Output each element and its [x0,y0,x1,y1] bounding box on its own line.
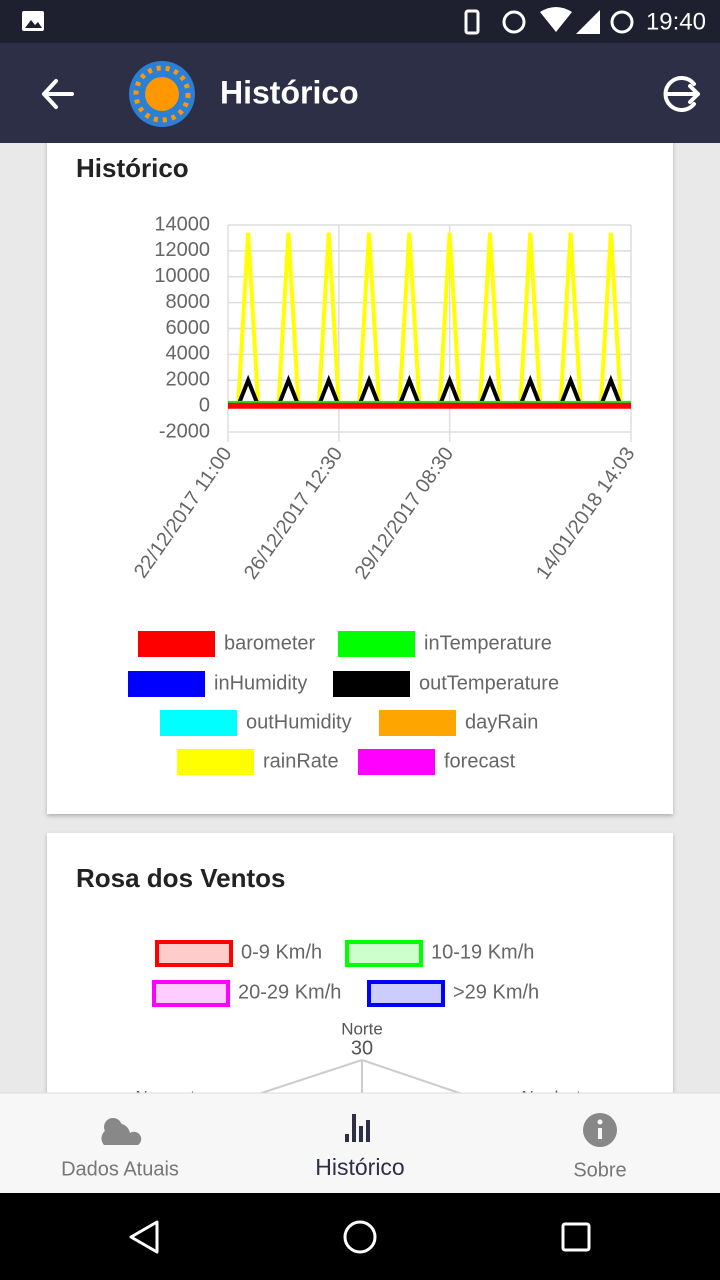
card-title: Histórico [76,153,189,183]
legend-swatch [345,940,423,967]
wifi-icon [540,7,572,32]
clock: 19:40 [646,8,706,35]
info-icon [598,1128,602,1139]
legend-swatch [128,671,205,697]
history-card [47,120,673,814]
legend-label: outHumidity [246,711,352,733]
legend-label: dayRain [465,711,538,733]
back-key[interactable] [129,1220,159,1254]
legend-label: forecast [444,750,516,772]
nav-item[interactable]: Sobre [573,1113,627,1181]
history-icon [366,1120,370,1142]
legend-label: 0-9 Km/h [241,941,322,963]
nav-label: Sobre [573,1159,626,1181]
legend-swatch [367,980,445,1007]
legend-label: inHumidity [214,672,307,694]
y-tick-label: -2000 [159,420,210,442]
legend-label: rainRate [263,750,339,772]
recents-key[interactable] [561,1222,591,1252]
radial-tick: 30 [351,1037,373,1059]
legend-swatch [155,940,233,967]
legend-swatch [358,749,435,775]
legend-swatch [160,710,237,736]
vibrate-icon [464,9,480,35]
legend-label: outTemperature [419,672,559,694]
alarm-icon [502,10,526,34]
app-title: Histórico [220,74,359,110]
system-nav [0,1193,720,1280]
legend-swatch [177,749,254,775]
y-tick-label: 10000 [154,265,210,287]
signal-icon [576,10,600,34]
legend-label: inTemperature [424,632,552,654]
legend-label: >29 Km/h [453,981,539,1003]
y-tick-label: 2000 [166,369,211,391]
legend-swatch [338,631,415,657]
y-tick-label: 4000 [166,343,211,365]
legend-label: barometer [224,632,315,654]
app-bar [0,43,720,143]
info-icon [597,1119,603,1125]
history-icon [345,1134,349,1142]
logout-button[interactable] [663,76,700,112]
nav-item[interactable]: Dados Atuais [61,1118,179,1180]
y-tick-label: 0 [199,394,210,416]
legend-label: 20-29 Km/h [238,981,341,1003]
legend-swatch [379,710,456,736]
app-logo-sun [145,77,179,111]
home-key[interactable] [343,1220,377,1254]
y-tick-label: 6000 [166,317,211,339]
battery-icon [610,10,634,34]
nav-label: Histórico [315,1154,404,1180]
nav-item[interactable]: Histórico [315,1114,405,1180]
legend-label: 10-19 Km/h [431,941,534,963]
card-title: Rosa dos Ventos [76,863,286,893]
history-icon [352,1114,356,1142]
back-button[interactable] [42,79,74,109]
history-icon [359,1126,363,1142]
legend-swatch [138,631,215,657]
y-tick-label: 14000 [154,213,210,235]
nav-label: Dados Atuais [61,1158,179,1180]
legend-swatch [333,671,410,697]
direction-label: Norte [341,1019,383,1038]
app-logo-rays [133,65,191,123]
notification-icon [25,20,42,28]
y-tick-label: 12000 [154,239,210,261]
legend-swatch [152,980,230,1007]
weather-icon [101,1123,142,1145]
wind-rose: Norte 30 Noroeste Nordeste 0-9 Km/h10-19… [136,940,590,1106]
y-tick-label: 8000 [166,291,211,313]
